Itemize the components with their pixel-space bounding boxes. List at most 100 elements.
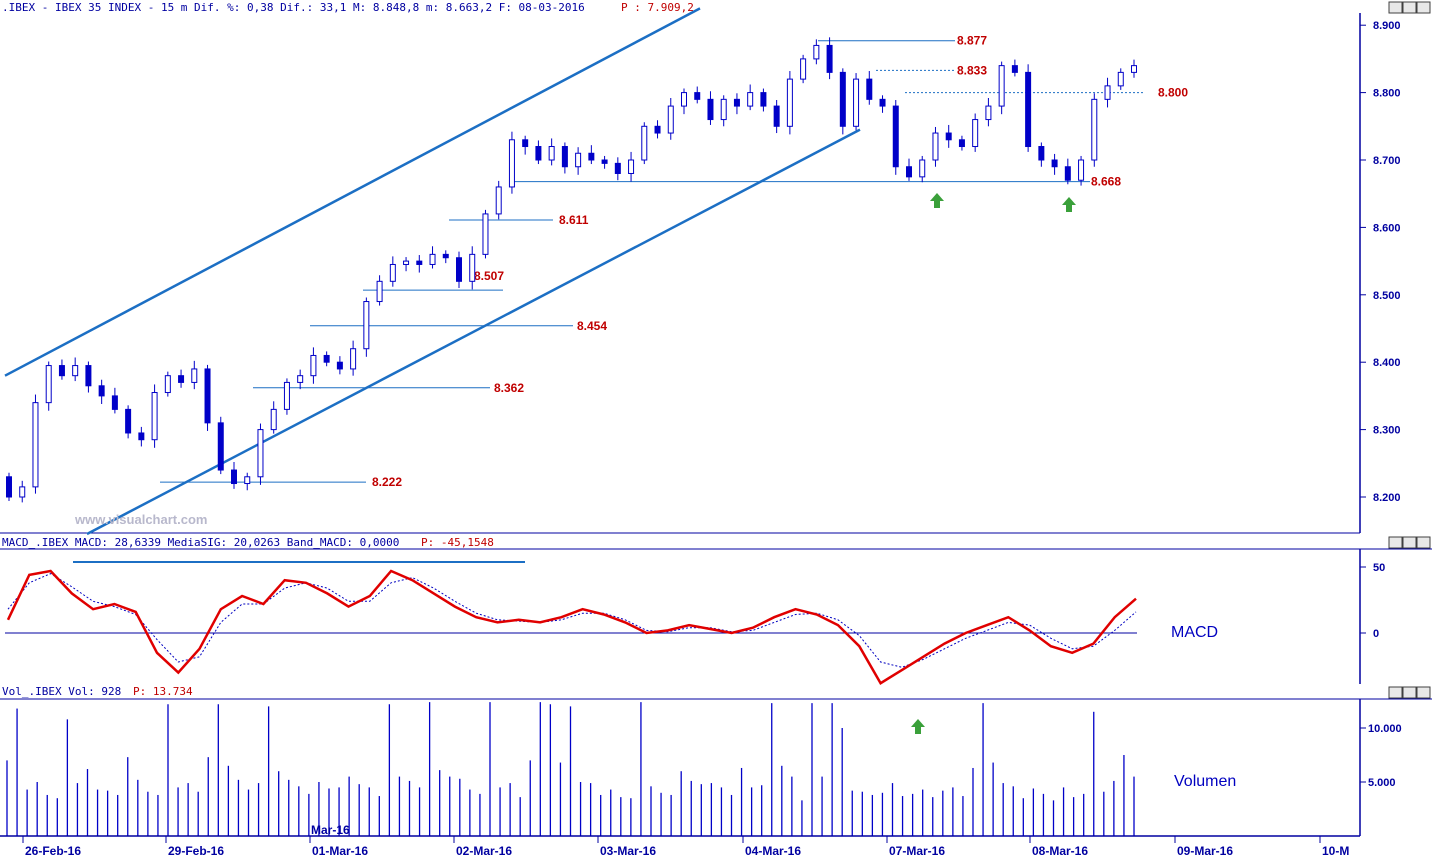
- volume-maximize-button[interactable]: [1402, 686, 1417, 699]
- level-label: 8.800: [1158, 86, 1188, 100]
- price-y-tick-label: 8.700: [1373, 155, 1401, 167]
- channel-upper-line: [4, 7, 701, 377]
- candle-body: [839, 71, 846, 127]
- price-arrows: [930, 193, 1076, 212]
- candle-body: [283, 381, 290, 410]
- level-label: 8.668: [1091, 175, 1121, 189]
- candle-body: [773, 105, 780, 127]
- candle-body: [1025, 71, 1032, 148]
- x-tick-label: 09-Mar-16: [1177, 844, 1233, 857]
- candle-body: [297, 375, 304, 383]
- candle-body: [1131, 65, 1137, 73]
- macd-header-p: P: -45,1548: [421, 536, 494, 549]
- x-tick-label: 07-Mar-16: [889, 844, 945, 857]
- up-arrow-icon: [1062, 197, 1076, 212]
- macd-window-buttons: [1388, 536, 1431, 549]
- maximize-button[interactable]: [1402, 1, 1417, 14]
- volume-header: Vol_.IBEX Vol: 928: [2, 685, 121, 698]
- candle-body: [389, 263, 396, 282]
- macd-y-tick-label: 50: [1373, 562, 1385, 574]
- volume-minimize-button[interactable]: [1388, 686, 1403, 699]
- close-button[interactable]: [1416, 1, 1431, 14]
- macd-line: [6, 569, 1137, 685]
- macd-header: MACD_.IBEX MACD: 28,6339 MediaSIG: 20,02…: [2, 536, 399, 549]
- price-y-tick-label: 8.400: [1373, 357, 1401, 369]
- candle-body: [257, 429, 264, 478]
- candle-body: [270, 408, 277, 431]
- candle-body: [178, 375, 185, 383]
- month-label: Mar-16: [311, 823, 350, 837]
- candle-body: [826, 44, 833, 73]
- price-y-tick-label: 8.900: [1373, 20, 1401, 32]
- candle-body: [6, 476, 12, 498]
- macd-close-button[interactable]: [1416, 536, 1431, 549]
- candle-body: [720, 98, 727, 121]
- candle-body: [1078, 159, 1085, 181]
- candle-body: [217, 422, 224, 471]
- candle-body: [1051, 159, 1058, 168]
- volume-close-button[interactable]: [1416, 686, 1431, 699]
- macd-panel: MACD_.IBEX MACD: 28,6339 MediaSIG: 20,02…: [0, 536, 1432, 685]
- candle-body: [919, 159, 926, 178]
- candle-body: [575, 152, 582, 168]
- level-label: 8.611: [559, 213, 589, 227]
- candle-body: [747, 92, 754, 107]
- x-tick-label: 26-Feb-16: [25, 844, 81, 857]
- candle-body: [628, 159, 635, 174]
- candle-body: [350, 348, 357, 370]
- candle-body: [125, 408, 132, 434]
- candle-body: [972, 119, 979, 148]
- candle-body: [892, 105, 899, 168]
- candle-body: [442, 253, 449, 259]
- candle-body: [151, 392, 158, 441]
- candle-body: [363, 301, 370, 350]
- candle-body: [786, 78, 793, 127]
- price-header: .IBEX - IBEX 35 INDEX - 15 m Dif. %: 0,3…: [2, 1, 585, 14]
- candle-body: [469, 253, 476, 282]
- candle-body: [548, 146, 555, 161]
- macd-maximize-button[interactable]: [1402, 536, 1417, 549]
- up-arrow-icon: [911, 719, 925, 734]
- price-y-tick-label: 8.200: [1373, 492, 1401, 504]
- candle-body: [1011, 65, 1018, 73]
- volume-window-buttons: [1388, 686, 1431, 699]
- candle-body: [985, 105, 992, 121]
- level-label: 8.877: [957, 34, 987, 48]
- candle-body: [641, 125, 648, 161]
- candle-body: [694, 92, 701, 100]
- x-tick-label: 01-Mar-16: [312, 844, 368, 857]
- candle-body: [482, 213, 489, 255]
- minimize-button[interactable]: [1388, 1, 1403, 14]
- macd-y-ticks: 50 0: [1360, 562, 1385, 640]
- candle-body: [866, 78, 873, 100]
- candle-body: [45, 365, 52, 404]
- watermark: www.visualchart.com: [74, 512, 207, 527]
- x-axis: 26-Feb-16 29-Feb-16 01-Mar-16 02-Mar-16 03-M…: [0, 823, 1360, 857]
- candle-body: [654, 125, 661, 134]
- trend-channel: [4, 7, 861, 536]
- candle-body: [1104, 85, 1111, 100]
- candle-body: [323, 354, 330, 363]
- macd-signal-line: [7, 573, 1137, 668]
- candle-body: [456, 257, 462, 282]
- candle-body: [535, 146, 542, 161]
- candle-body: [508, 139, 515, 188]
- volume-y-tick-label: 5.000: [1368, 777, 1396, 789]
- candle-body: [164, 375, 171, 394]
- support-resistance-levels: 8.877 8.833 8.800 8.668 8.611 8.507 8.454 8.362…: [160, 34, 1188, 489]
- candle-body: [376, 280, 383, 303]
- candle-body: [1038, 146, 1045, 161]
- level-label: 8.362: [494, 381, 524, 395]
- candle-body: [1064, 166, 1071, 181]
- candle-body: [522, 139, 529, 148]
- candle-body: [19, 486, 26, 498]
- candle-body: [760, 92, 767, 107]
- candle-body: [853, 78, 860, 127]
- x-tick-label: 04-Mar-16: [745, 844, 801, 857]
- candle-body: [72, 365, 79, 377]
- price-y-tick-label: 8.500: [1373, 290, 1401, 302]
- up-arrow-icon: [930, 193, 944, 208]
- macd-minimize-button[interactable]: [1388, 536, 1403, 549]
- price-y-tick-label: 8.600: [1373, 222, 1401, 234]
- level-label: 8.507: [474, 269, 504, 283]
